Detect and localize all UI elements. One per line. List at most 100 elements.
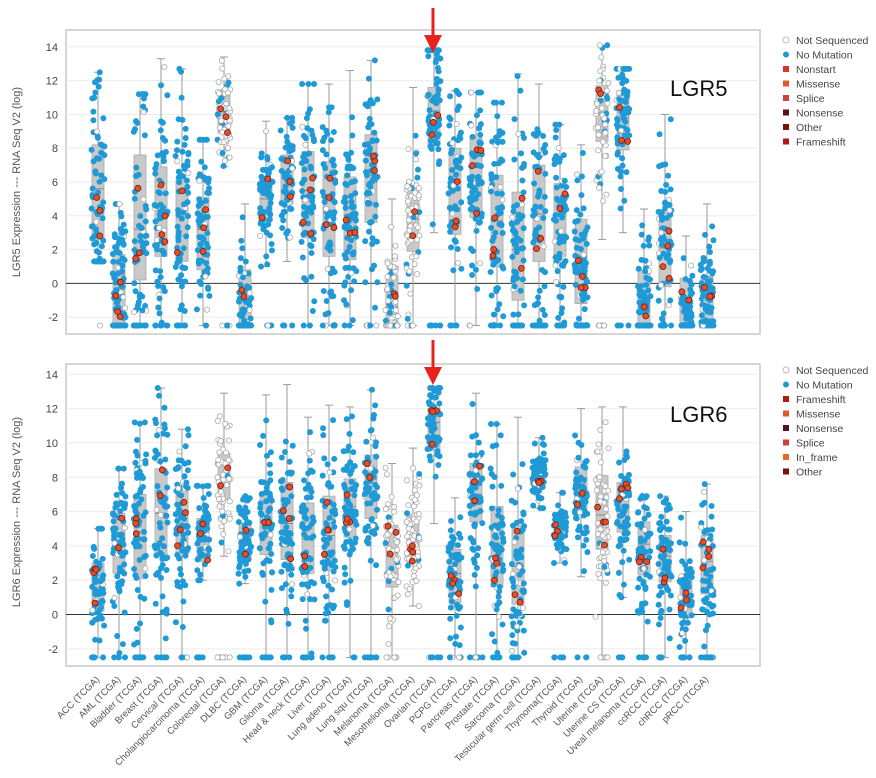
data-point xyxy=(637,495,644,502)
data-point xyxy=(92,587,99,594)
data-point xyxy=(387,322,394,329)
data-point xyxy=(303,115,310,122)
data-point xyxy=(370,415,377,422)
data-point xyxy=(488,188,495,195)
data-point xyxy=(185,432,192,439)
data-point xyxy=(663,563,670,570)
data-point xyxy=(281,322,288,329)
data-point xyxy=(406,227,413,234)
data-point xyxy=(707,573,714,580)
data-point xyxy=(679,558,686,565)
data-point xyxy=(320,432,327,439)
data-point xyxy=(471,521,478,528)
data-point xyxy=(583,524,590,531)
data-point xyxy=(707,654,714,661)
data-point xyxy=(561,322,568,329)
mutation-point xyxy=(112,292,120,300)
data-point xyxy=(511,283,518,290)
data-point xyxy=(427,385,434,392)
data-point xyxy=(203,322,210,329)
data-point xyxy=(581,322,588,329)
data-point xyxy=(289,165,296,172)
data-point xyxy=(215,79,222,86)
data-point xyxy=(499,621,506,628)
data-point xyxy=(601,558,608,565)
data-point xyxy=(432,473,439,480)
data-point xyxy=(499,263,506,270)
data-point xyxy=(580,542,587,549)
data-point xyxy=(121,524,128,531)
data-point xyxy=(135,171,142,178)
data-point xyxy=(203,503,210,510)
data-point xyxy=(89,185,96,192)
data-point xyxy=(300,203,307,210)
data-point xyxy=(476,89,483,96)
data-point xyxy=(332,577,339,584)
mutation-point xyxy=(117,278,124,286)
data-point xyxy=(202,214,209,221)
data-point xyxy=(642,268,649,275)
data-point xyxy=(446,558,453,565)
data-point xyxy=(518,150,525,157)
data-point xyxy=(704,308,711,315)
data-point xyxy=(451,237,458,244)
data-point xyxy=(665,587,672,594)
data-point xyxy=(219,322,226,329)
data-point xyxy=(193,306,200,313)
data-point xyxy=(324,266,331,273)
data-point xyxy=(157,524,164,531)
legend-marker xyxy=(783,454,789,460)
data-point xyxy=(206,292,213,299)
mutation-point xyxy=(279,507,287,514)
data-point xyxy=(158,322,165,329)
y-tick-label: 0 xyxy=(52,610,58,622)
data-point xyxy=(198,158,205,165)
data-point xyxy=(517,237,524,244)
data-point xyxy=(496,128,503,135)
data-point xyxy=(236,311,243,318)
data-point xyxy=(384,273,391,280)
data-point xyxy=(310,533,317,540)
mutation-point xyxy=(370,152,377,160)
y-tick-label: 12 xyxy=(46,404,58,416)
data-point xyxy=(162,635,169,642)
data-point xyxy=(283,230,290,237)
data-point xyxy=(390,274,397,281)
data-point xyxy=(268,619,275,626)
data-point xyxy=(350,463,357,470)
data-point xyxy=(268,192,275,199)
data-point xyxy=(172,619,179,626)
data-point xyxy=(289,581,296,588)
mutation-point xyxy=(238,286,246,294)
data-point xyxy=(368,386,375,393)
data-point xyxy=(665,251,672,258)
data-point xyxy=(353,268,360,275)
data-point xyxy=(152,322,159,329)
mutation-point xyxy=(618,137,625,144)
data-point xyxy=(347,165,354,172)
data-point xyxy=(240,541,247,548)
data-point xyxy=(701,257,708,264)
data-point xyxy=(111,540,118,547)
data-point xyxy=(195,555,202,562)
data-point xyxy=(688,262,695,269)
data-point xyxy=(263,452,270,459)
data-point xyxy=(218,57,225,64)
data-point xyxy=(279,225,286,232)
data-point xyxy=(95,83,102,90)
data-point xyxy=(434,133,441,140)
data-point xyxy=(476,260,483,267)
data-point xyxy=(326,535,333,542)
data-point xyxy=(428,322,435,329)
mutation-point xyxy=(178,187,186,195)
data-point xyxy=(352,510,359,517)
data-point xyxy=(114,573,121,580)
data-point xyxy=(594,100,601,107)
data-point xyxy=(489,443,496,450)
data-point xyxy=(256,545,263,552)
data-point xyxy=(456,158,463,165)
y-tick-label: 10 xyxy=(46,109,58,121)
data-point xyxy=(601,115,608,122)
data-point xyxy=(240,274,247,281)
data-point xyxy=(285,566,292,573)
